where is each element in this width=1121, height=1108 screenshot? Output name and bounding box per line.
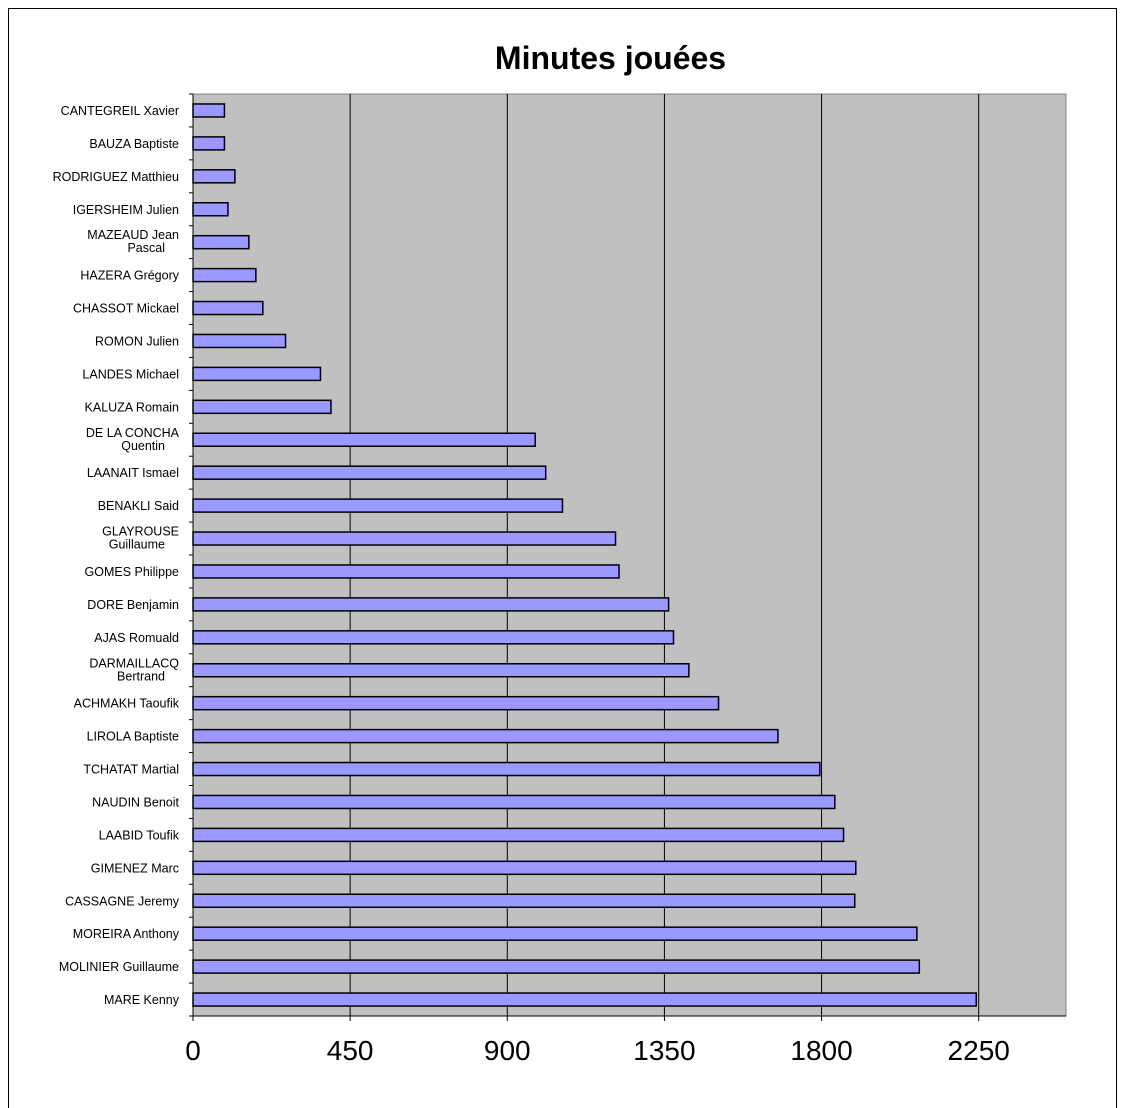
- category-label: LAABID Toufik: [99, 828, 180, 842]
- bar: [192, 761, 821, 777]
- bar: [192, 860, 857, 876]
- category-label: MOLINIER Guillaume: [59, 960, 179, 974]
- category-label: DORE Benjamin: [87, 598, 179, 612]
- bar: [192, 597, 670, 612]
- bar: [192, 465, 547, 480]
- category-label: CASSAGNE Jeremy: [65, 894, 180, 908]
- x-tick-label: 0: [185, 1035, 201, 1066]
- category-label: DE LA CONCHA Quentin: [86, 426, 180, 453]
- bar: [192, 630, 675, 645]
- category-label: KALUZA Romain: [85, 400, 180, 414]
- category-label: LANDES Michael: [82, 367, 179, 381]
- category-label: IGERSHEIM Julien: [73, 203, 179, 217]
- category-label: BAUZA Baptiste: [89, 137, 179, 151]
- bar: [192, 103, 226, 118]
- bar: [192, 695, 720, 711]
- bar: [192, 498, 564, 513]
- category-label: MOREIRA Anthony: [73, 927, 180, 941]
- category-label: CANTEGREIL Xavier: [61, 104, 179, 118]
- bar: [192, 926, 918, 941]
- bar: [192, 333, 287, 349]
- x-tick-label: 2250: [948, 1035, 1010, 1066]
- chart-frame: [8, 8, 1117, 1108]
- bar: [192, 794, 836, 810]
- category-label: HAZERA Grégory: [80, 269, 179, 283]
- category-label: GLAYROUSE Guillaume: [102, 525, 179, 552]
- category-label: AJAS Romuald: [94, 631, 179, 645]
- bar: [192, 300, 264, 316]
- category-label: ACHMAKH Taoufik: [74, 697, 180, 711]
- x-tick-label: 900: [484, 1035, 531, 1066]
- category-label: GOMES Philippe: [85, 565, 180, 579]
- bar: [192, 959, 921, 974]
- x-tick-label: 1800: [790, 1035, 852, 1066]
- category-label: DARMAILLACQ Bertrand: [89, 656, 179, 683]
- category-label: NAUDIN Benoit: [92, 795, 179, 809]
- bar: [192, 827, 845, 843]
- bar: [192, 728, 779, 744]
- category-label: CHASSOT Mickael: [73, 302, 179, 316]
- x-tick-label: 450: [327, 1035, 374, 1066]
- category-label: LAANAIT Ismael: [87, 466, 179, 480]
- bar: [192, 531, 617, 546]
- bar: [192, 432, 536, 447]
- bar: [192, 202, 229, 217]
- category-label: MAZEAUD Jean Pascal: [87, 228, 179, 255]
- category-label: TCHATAT Martial: [83, 763, 179, 777]
- chart-title: Minutes jouées: [494, 40, 727, 76]
- bar: [192, 992, 978, 1007]
- bar: [192, 366, 322, 382]
- category-label: RODRIGUEZ Matthieu: [53, 170, 179, 184]
- category-label: ROMON Julien: [95, 334, 179, 348]
- category-label: GIMENEZ Marc: [91, 861, 179, 875]
- category-label: BENAKLI Said: [98, 499, 179, 513]
- plot-area: [192, 93, 1067, 1017]
- bar: [192, 234, 250, 250]
- bar: [192, 399, 332, 415]
- bar: [192, 663, 690, 678]
- category-label: MARE Kenny: [104, 993, 180, 1007]
- category-label: LIROLA Baptiste: [87, 730, 179, 744]
- bar: [192, 169, 236, 184]
- x-tick-label: 1350: [633, 1035, 695, 1066]
- bar: [192, 893, 856, 908]
- bar: [192, 136, 226, 151]
- bar: [192, 267, 257, 283]
- bar: [192, 564, 620, 579]
